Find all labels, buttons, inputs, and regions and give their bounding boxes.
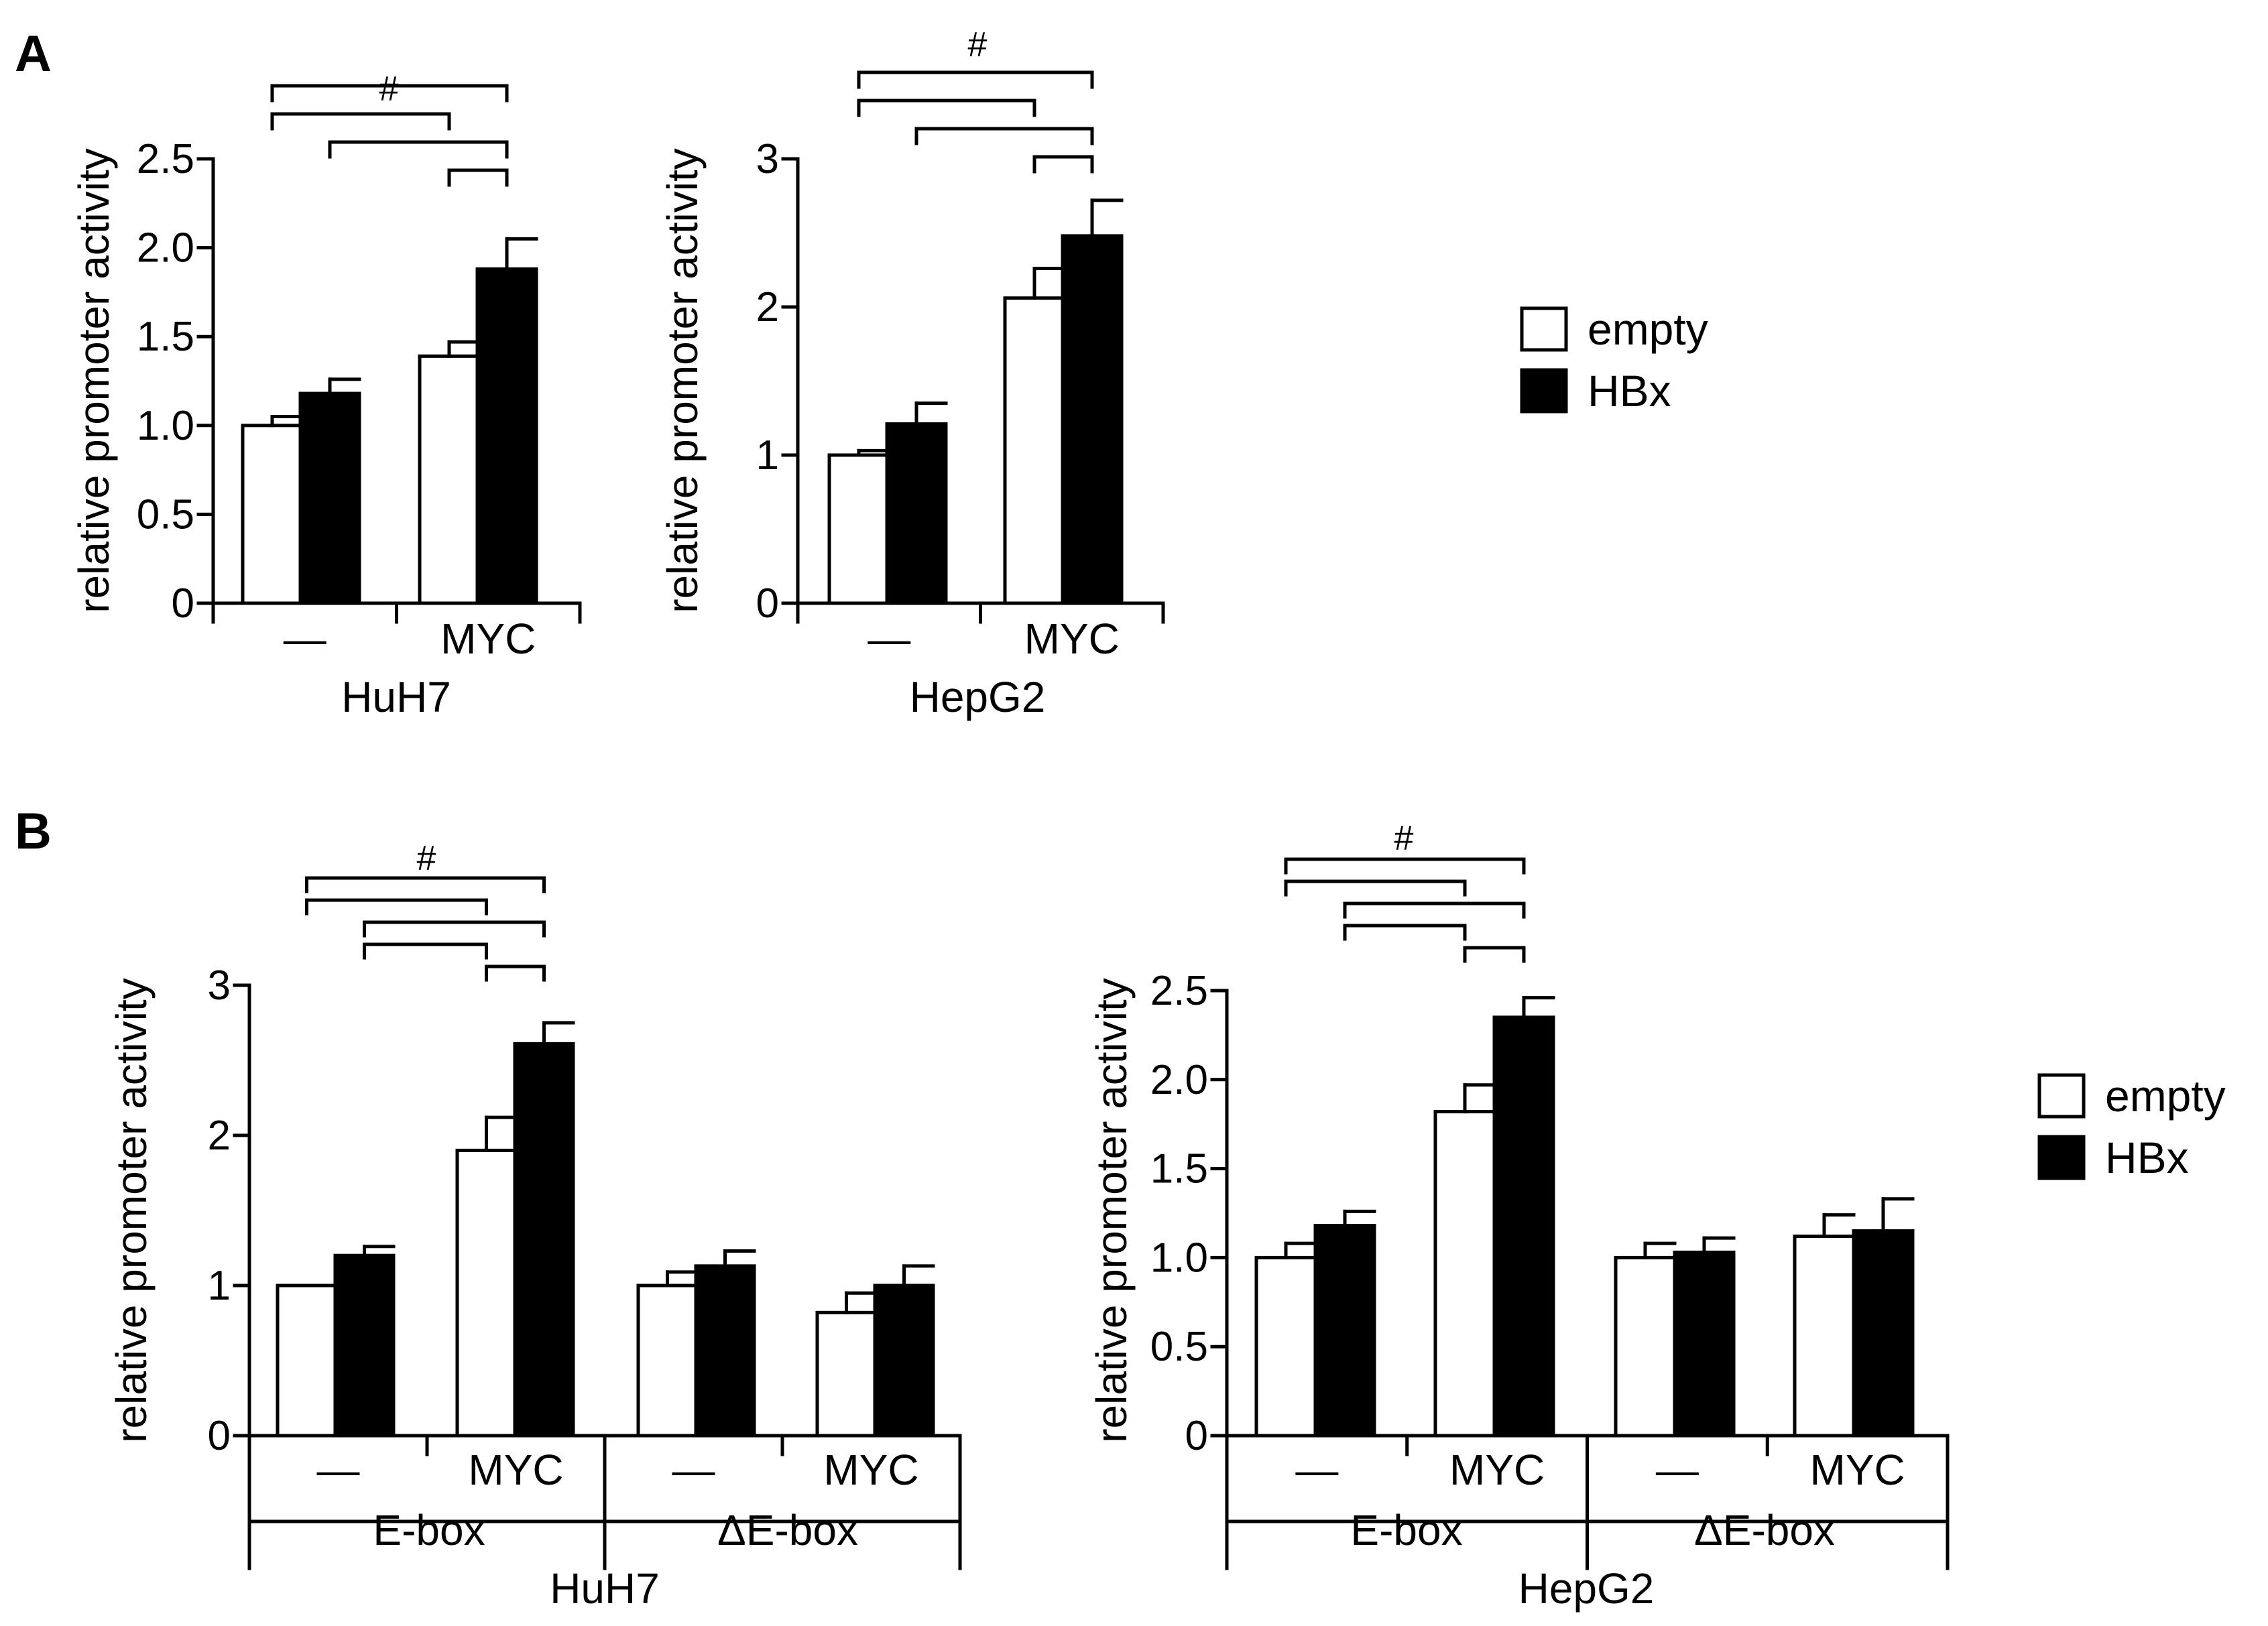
bar-empty-1: [455, 1148, 518, 1438]
y-tick-label: 0: [172, 580, 194, 627]
category-label: MYC: [440, 615, 536, 663]
legend-a: empty HBx: [1520, 304, 1708, 416]
bar-empty-1: [1433, 1110, 1496, 1438]
y-axis-title: relative promoter activity: [70, 148, 118, 613]
category-label: —: [317, 1446, 360, 1494]
category-label: —: [1656, 1446, 1699, 1494]
y-tick-label: 2.5: [1150, 968, 1208, 1014]
y-tick-label: 2.0: [137, 225, 194, 271]
bar-hbx-1: [1492, 1015, 1555, 1438]
group-label: E-box: [373, 1506, 485, 1554]
y-tick-label: 2: [756, 284, 779, 330]
y-tick-label: 2.5: [137, 136, 194, 182]
category-label: MYC: [1810, 1446, 1905, 1494]
bar-empty-3: [1793, 1235, 1856, 1438]
legend-swatch-empty: [2037, 1073, 2086, 1119]
y-axis-title: relative promoter activity: [658, 148, 707, 613]
legend-swatch-empty: [1520, 306, 1568, 352]
bar-hbx-1: [475, 267, 538, 605]
bar-hbx-0: [333, 1253, 396, 1438]
chart-a-hepg2: 0 1 2 3 relative promoter activity — MYC HepG2 #: [658, 25, 1165, 721]
category-label: MYC: [468, 1446, 563, 1494]
category-label: MYC: [1024, 615, 1120, 663]
legend-label-hbx: HBx: [1588, 366, 1671, 416]
bar-hbx-0: [885, 422, 948, 605]
bar-hbx-1: [1061, 234, 1124, 605]
legend-label-empty: empty: [2105, 1071, 2226, 1121]
category-label: —: [672, 1446, 715, 1494]
y-axis-title: relative promoter activity: [107, 978, 156, 1443]
y-tick-label: 3: [208, 962, 231, 1009]
group-label: ΔE-box: [717, 1506, 858, 1554]
bar-empty-1: [1003, 296, 1066, 605]
chart-b-hepg2: 0 0.5 1.0 1.5 2.0 2.5 relative promoter activi…: [1087, 819, 1950, 1613]
group-label: HuH7: [341, 673, 451, 721]
x-axis-title: HepG2: [1518, 1564, 1655, 1613]
significance-symbol: #: [1394, 819, 1414, 858]
bar-empty-2: [636, 1284, 699, 1438]
significance-symbol: #: [417, 839, 436, 878]
bar-empty-0: [276, 1284, 338, 1438]
bar-hbx-0: [1313, 1224, 1376, 1438]
significance-symbol: #: [379, 70, 399, 109]
bar-hbx-0: [298, 391, 361, 605]
y-tick-label: 1.5: [1150, 1146, 1208, 1192]
bar-empty-0: [1254, 1255, 1317, 1438]
y-tick-label: 3: [756, 136, 779, 182]
y-tick-label: 1.0: [137, 403, 194, 449]
bar-empty-0: [241, 424, 304, 605]
panel-letter-b: B: [15, 803, 52, 860]
y-tick-label: 0: [208, 1413, 231, 1459]
category-label: —: [284, 615, 326, 663]
chart-a-huh7: 0 0.5 1.0 1.5 2.0 2.5 relative promoter activi…: [70, 70, 582, 721]
significance-symbol: #: [968, 25, 988, 64]
bar-hbx-2: [1673, 1250, 1736, 1438]
y-tick-label: 2.0: [1150, 1057, 1208, 1103]
bar-hbx-1: [513, 1042, 575, 1438]
y-tick-label: 0.5: [1150, 1324, 1208, 1370]
category-label: MYC: [823, 1446, 918, 1494]
bar-empty-3: [815, 1310, 878, 1438]
bar-empty-1: [418, 354, 481, 605]
bar-hbx-2: [694, 1264, 756, 1438]
y-tick-label: 0.5: [137, 491, 194, 538]
legend-swatch-hbx: [1520, 368, 1568, 414]
legend-swatch-hbx: [2037, 1135, 2086, 1180]
y-tick-label: 0: [756, 580, 779, 627]
y-tick-label: 1.0: [1150, 1235, 1208, 1281]
group-label: ΔE-box: [1694, 1506, 1835, 1554]
legend-b: empty HBx: [2037, 1071, 2226, 1182]
x-axis-title: HuH7: [550, 1564, 660, 1613]
y-tick-label: 1: [208, 1263, 231, 1309]
group-label: HepG2: [910, 673, 1046, 721]
panel-letter-a: A: [15, 25, 52, 82]
bar-hbx-3: [1852, 1229, 1915, 1438]
bar-hbx-3: [873, 1284, 935, 1438]
bar-empty-2: [1614, 1255, 1677, 1438]
chart-b-huh7: 0 1 2 3 relative promoter activity — MYC — MYC E-…: [107, 839, 962, 1613]
y-tick-label: 1: [756, 432, 779, 479]
legend-label-empty: empty: [1588, 304, 1708, 354]
bar-empty-0: [827, 453, 890, 605]
category-label: —: [868, 615, 910, 663]
legend-label-hbx: HBx: [2105, 1133, 2189, 1182]
y-tick-label: 1.5: [137, 314, 194, 360]
y-axis-title: relative promoter activity: [1087, 978, 1136, 1443]
group-label: E-box: [1350, 1506, 1462, 1554]
category-label: —: [1295, 1446, 1338, 1494]
y-tick-label: 0: [1185, 1413, 1208, 1459]
y-tick-label: 2: [208, 1113, 231, 1159]
category-label: MYC: [1449, 1446, 1545, 1494]
